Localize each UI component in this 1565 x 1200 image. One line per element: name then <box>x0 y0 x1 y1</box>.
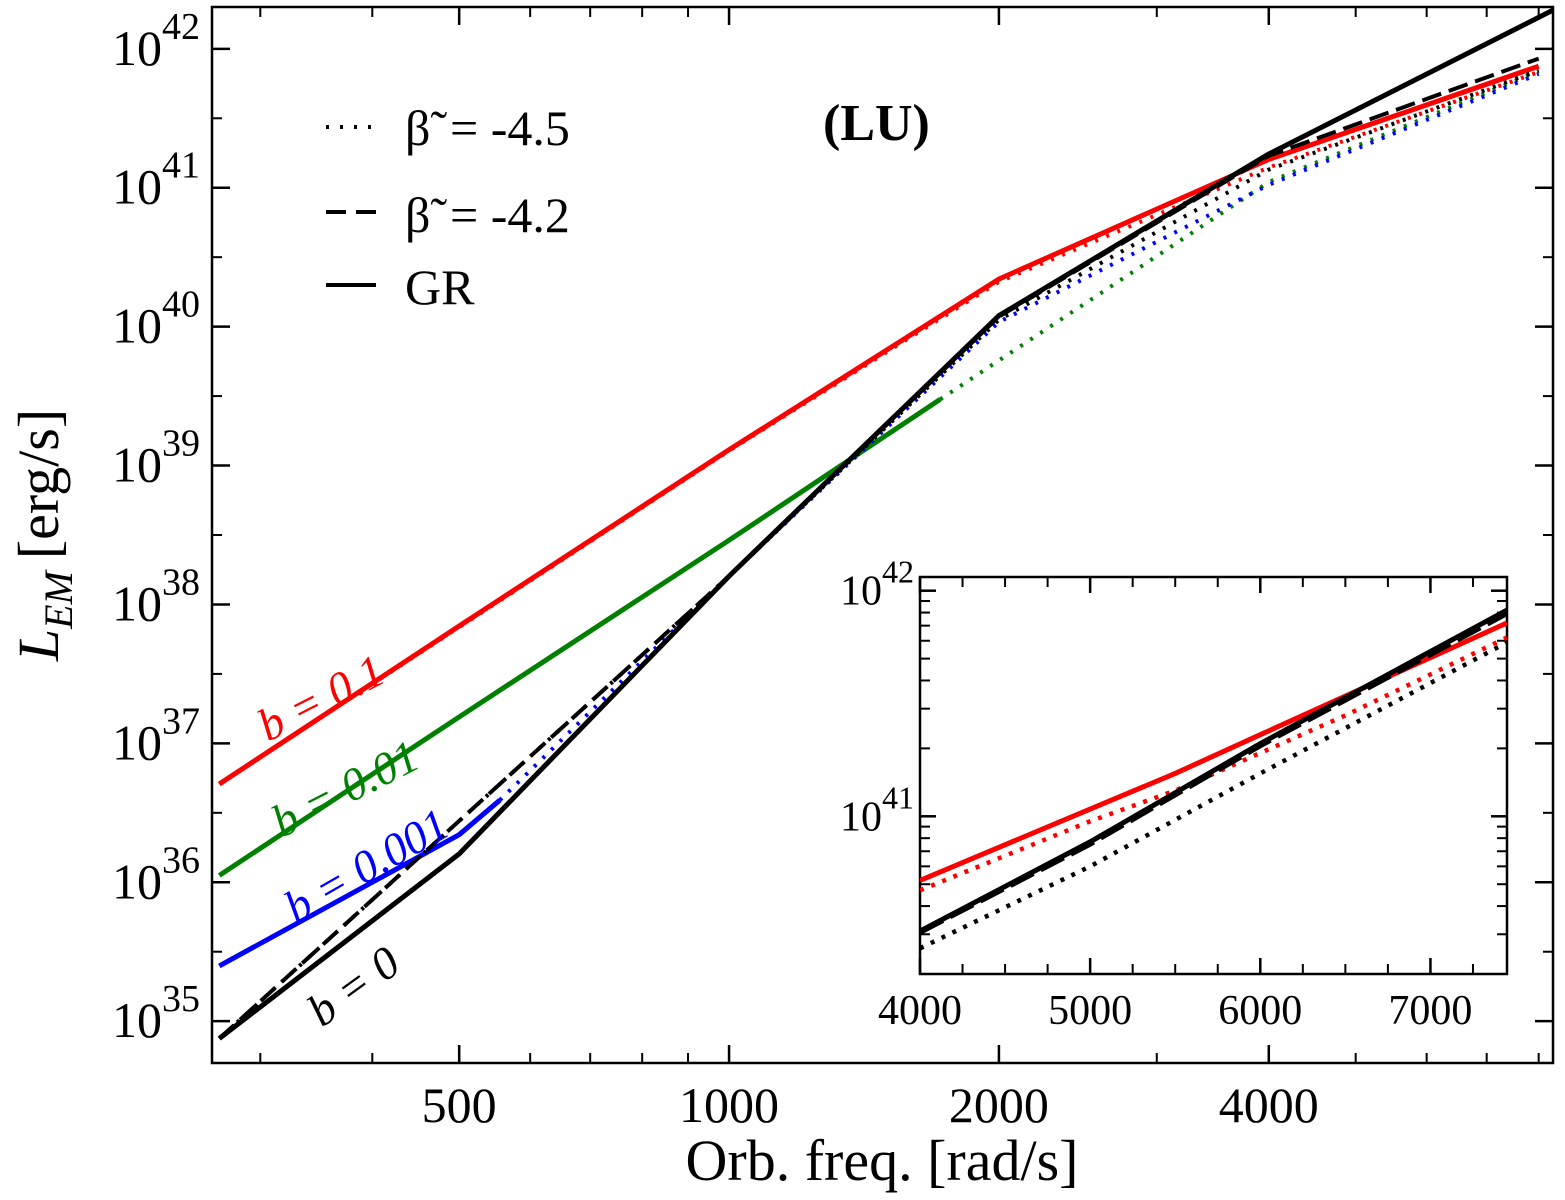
x-tick-label: 4000 <box>1219 1077 1319 1133</box>
y-tick-label: 1039 <box>112 423 200 493</box>
x-axis-title: Orb. freq. [rad/s] <box>686 1128 1079 1193</box>
inset-series-group <box>920 607 1507 951</box>
inset-x-tick-label: 5000 <box>1048 988 1132 1034</box>
x-tick-label: 500 <box>422 1077 497 1133</box>
inset-series-line <box>920 635 1507 893</box>
y-tick-label: 1036 <box>112 839 200 909</box>
x-tick-label: 2000 <box>949 1077 1049 1133</box>
inset-axis-ticks: 4000 5000 6000 7000 1041 1042 <box>840 554 1507 1034</box>
inset-y-tick-label: 1041 <box>840 779 914 840</box>
inset-x-tick-label: 4000 <box>878 988 962 1034</box>
inset-y-tick-label: 1042 <box>840 554 914 615</box>
legend-text-solid: GR <box>405 259 475 315</box>
y-tick-label: 1038 <box>112 561 200 631</box>
legend-text-dashed: = -4.2 <box>450 187 570 243</box>
main-axis-ticks: 500 1000 2000 4000 1035 1036 1037 1038 1039 1040 1… <box>112 6 1553 1133</box>
y-axis-title-main: L <box>6 629 71 662</box>
y-tick-label: 1037 <box>112 700 200 770</box>
series-line <box>217 397 942 878</box>
legend-text-dotted: = -4.5 <box>450 100 570 156</box>
y-tick-label: 1042 <box>112 6 200 76</box>
panel-label: (LU) <box>823 95 930 152</box>
inset-x-tick-label: 7000 <box>1388 988 1472 1034</box>
svg-text:LEM[erg/s]: LEM [erg/s] <box>6 409 81 662</box>
y-tick-label: 1035 <box>112 978 200 1048</box>
inset-x-tick-label: 6000 <box>1218 988 1302 1034</box>
main-series-group <box>217 7 1553 1041</box>
y-tick-label: 1040 <box>112 284 200 354</box>
series-line <box>939 69 1540 401</box>
series-line <box>217 68 1540 1040</box>
x-tick-label: 1000 <box>679 1077 779 1133</box>
inset-series-line <box>920 611 1507 935</box>
y-axis-title-unit: [erg/s] <box>6 409 71 559</box>
series-line <box>218 798 502 969</box>
y-axis-title: LEM [erg/s] <box>6 409 81 662</box>
y-tick-label: 1041 <box>112 145 200 215</box>
y-axis-title-sub: EM <box>36 568 81 629</box>
